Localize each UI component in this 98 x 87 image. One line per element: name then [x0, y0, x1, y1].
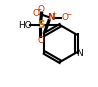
- Text: HO: HO: [18, 21, 32, 30]
- Text: −: −: [37, 7, 42, 12]
- Text: +: +: [51, 11, 57, 16]
- Text: S: S: [37, 20, 45, 30]
- Text: N: N: [47, 13, 54, 22]
- Text: O: O: [32, 9, 39, 18]
- Text: O: O: [38, 5, 45, 14]
- Text: −: −: [66, 11, 71, 16]
- Text: O: O: [62, 13, 69, 22]
- Text: O: O: [38, 36, 45, 45]
- Text: N: N: [76, 49, 83, 58]
